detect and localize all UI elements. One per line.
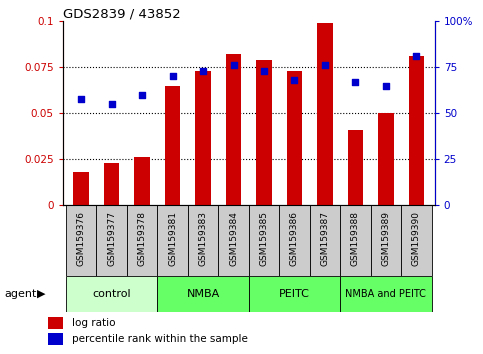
Bar: [249, 205, 279, 276]
Text: GSM159389: GSM159389: [382, 211, 390, 266]
Point: [77, 96, 85, 101]
Bar: [409, 56, 424, 205]
Text: GSM159387: GSM159387: [320, 211, 329, 266]
Bar: [48, 333, 63, 346]
Point: [260, 68, 268, 74]
Bar: [279, 205, 310, 276]
Point: [108, 101, 115, 107]
Point: [412, 53, 420, 59]
Text: NMBA and PEITC: NMBA and PEITC: [345, 289, 426, 299]
Bar: [226, 55, 241, 205]
Bar: [196, 71, 211, 205]
Point: [138, 92, 146, 98]
Point: [291, 77, 298, 83]
Bar: [249, 276, 340, 312]
Bar: [66, 205, 96, 276]
Text: GSM159385: GSM159385: [259, 211, 269, 266]
Text: log ratio: log ratio: [72, 318, 116, 329]
Point: [229, 63, 237, 68]
Bar: [340, 205, 370, 276]
Bar: [188, 205, 218, 276]
Bar: [134, 158, 150, 205]
Text: GSM159381: GSM159381: [168, 211, 177, 266]
Text: GSM159378: GSM159378: [138, 211, 146, 266]
Bar: [256, 60, 271, 205]
Bar: [48, 317, 63, 330]
Text: NMBA: NMBA: [186, 289, 220, 299]
Text: PEITC: PEITC: [279, 289, 310, 299]
Bar: [73, 172, 89, 205]
Text: agent: agent: [5, 289, 37, 299]
Bar: [157, 276, 249, 312]
Point: [199, 68, 207, 74]
Point: [382, 83, 390, 88]
Text: ▶: ▶: [37, 289, 45, 299]
Point: [169, 74, 176, 79]
Text: GSM159377: GSM159377: [107, 211, 116, 266]
Bar: [157, 205, 188, 276]
Text: GSM159390: GSM159390: [412, 211, 421, 266]
Bar: [340, 276, 432, 312]
Text: GSM159383: GSM159383: [199, 211, 208, 266]
Text: GDS2839 / 43852: GDS2839 / 43852: [63, 7, 181, 20]
Bar: [127, 205, 157, 276]
Bar: [218, 205, 249, 276]
Bar: [66, 276, 157, 312]
Text: GSM159376: GSM159376: [77, 211, 85, 266]
Bar: [317, 23, 333, 205]
Bar: [104, 163, 119, 205]
Text: control: control: [92, 289, 131, 299]
Text: GSM159386: GSM159386: [290, 211, 299, 266]
Point: [321, 63, 329, 68]
Text: GSM159388: GSM159388: [351, 211, 360, 266]
Bar: [96, 205, 127, 276]
Bar: [165, 86, 180, 205]
Bar: [287, 71, 302, 205]
Point: [352, 79, 359, 85]
Bar: [370, 205, 401, 276]
Text: GSM159384: GSM159384: [229, 211, 238, 266]
Bar: [310, 205, 340, 276]
Bar: [378, 113, 394, 205]
Bar: [401, 205, 432, 276]
Text: percentile rank within the sample: percentile rank within the sample: [72, 334, 248, 344]
Bar: [348, 130, 363, 205]
